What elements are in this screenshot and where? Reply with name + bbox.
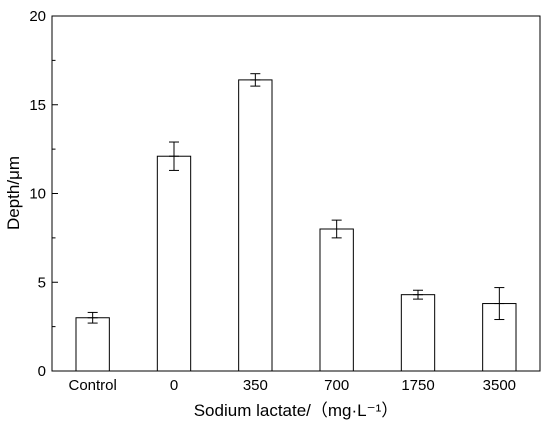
bars	[75, 79, 517, 372]
bar-0	[156, 155, 192, 372]
y-tick-label: 15	[29, 97, 46, 114]
y-tick-label: 0	[38, 363, 46, 380]
y-axis-label: Depth/μm	[4, 156, 23, 230]
error-bar-350	[250, 73, 261, 87]
y-tick-label: 10	[29, 186, 46, 203]
error-bar-control	[87, 311, 98, 324]
error-bar-3500	[494, 287, 505, 321]
x-tick-label: Control	[68, 377, 116, 394]
x-axis: Control 0 350 700 1750 3500	[68, 365, 516, 394]
x-tick-label: 0	[170, 377, 178, 394]
y-tick-label: 20	[29, 8, 46, 25]
y-axis: 0 5 10 15 20	[29, 8, 58, 380]
error-bar-0	[169, 141, 179, 171]
bar-control	[75, 317, 110, 372]
x-tick-label: 700	[324, 377, 349, 394]
error-bars	[87, 73, 505, 324]
plot-frame	[51, 15, 541, 372]
bar-350	[238, 79, 273, 372]
bar-1750	[400, 294, 436, 372]
x-tick-label: 1750	[401, 377, 434, 394]
y-tick-label: 5	[38, 274, 46, 291]
x-tick-label: 350	[243, 377, 268, 394]
error-bar-1750	[413, 289, 423, 300]
x-axis-label: Sodium lactate/（mg·L⁻¹）	[194, 401, 399, 420]
error-bar-700	[331, 219, 342, 239]
x-tick-label: 3500	[483, 377, 516, 394]
bar-700	[319, 228, 354, 372]
